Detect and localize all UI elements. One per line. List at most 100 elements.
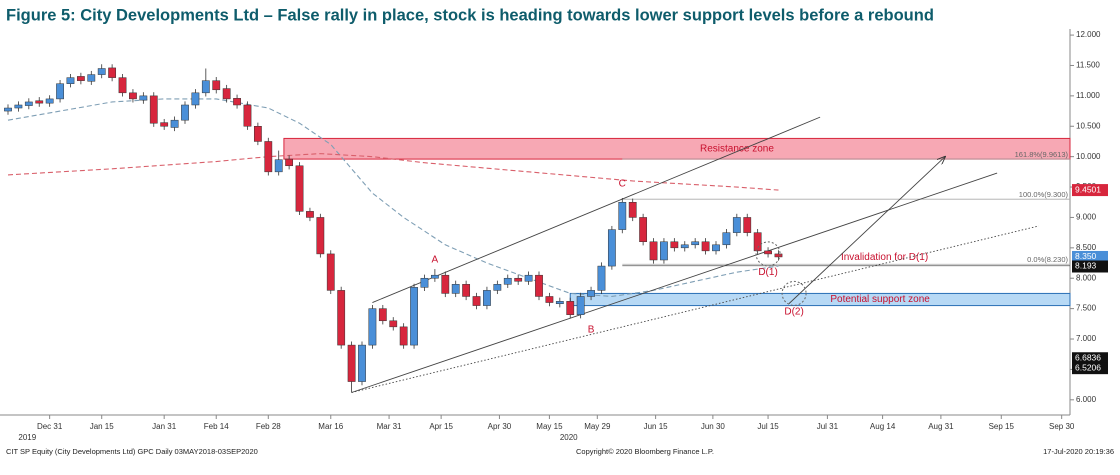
candle-body — [378, 308, 387, 322]
price-tag-label: 6.5206 — [1075, 362, 1101, 372]
candle-body — [618, 201, 627, 230]
wave-label: D(1) — [758, 267, 777, 278]
candle-body — [399, 326, 408, 346]
fib-label: 100.0%(9.300) — [1019, 190, 1069, 199]
wave-label: C — [619, 179, 626, 190]
candle-body — [108, 67, 117, 78]
year-label: 2019 — [18, 433, 36, 442]
price-tag — [1072, 250, 1108, 263]
candle-body — [295, 165, 304, 212]
candle-body — [566, 301, 575, 315]
candle-body — [462, 284, 471, 297]
candle-body — [639, 217, 648, 243]
candle-body — [160, 122, 169, 127]
moving-average — [7, 98, 779, 298]
candle-body — [233, 98, 241, 106]
candle-body — [45, 98, 54, 104]
candle-body — [722, 232, 731, 246]
candle-body — [764, 250, 772, 255]
trendline — [372, 116, 821, 303]
candle-body — [253, 126, 262, 142]
invalidation-label: Invalidation for D(1) — [841, 252, 928, 263]
zone-label: Resistance zone — [700, 143, 774, 154]
y-tick-label: 7.000 — [1076, 334, 1097, 343]
x-tick-label: Jan 15 — [90, 422, 115, 431]
candle-body — [670, 241, 679, 249]
candle-body — [170, 119, 179, 128]
candle-body — [14, 104, 23, 109]
wave-label: B — [588, 325, 595, 336]
zone-label: Potential support zone — [830, 294, 930, 305]
x-tick-label: Jun 30 — [701, 422, 726, 431]
candle-body — [389, 320, 398, 328]
candle-body — [212, 80, 221, 91]
x-tick-label: May 29 — [584, 422, 611, 431]
candle-body — [660, 241, 668, 261]
candle-body — [503, 277, 512, 285]
x-tick-label: Feb 28 — [256, 422, 281, 431]
candle-body — [430, 274, 439, 279]
candle-body — [732, 217, 741, 233]
candle-body — [472, 296, 481, 306]
candle-body — [35, 100, 44, 104]
candle-body — [347, 344, 356, 382]
candle-body — [201, 80, 210, 94]
x-tick-label: Feb 14 — [204, 422, 229, 431]
x-tick-label: Jan 31 — [152, 422, 177, 431]
wave-circle — [755, 241, 781, 267]
footer-left: CIT SP Equity (City Developments Ltd) GP… — [6, 447, 258, 456]
y-tick-label: 10.000 — [1076, 152, 1101, 161]
x-tick-label: Mar 16 — [318, 422, 343, 431]
x-tick-label: Jul 31 — [817, 422, 839, 431]
candle-body — [181, 104, 189, 121]
wave-label: A — [432, 255, 439, 266]
fib-label: 0.0%(8.230) — [1027, 255, 1068, 264]
x-tick-label: Sep 15 — [989, 422, 1015, 431]
x-tick-label: Dec 31 — [37, 422, 63, 431]
candle-body — [441, 274, 450, 294]
candle-body — [607, 229, 616, 267]
candle-body — [691, 241, 700, 246]
y-tick-label: 8.500 — [1076, 243, 1097, 252]
y-tick-label: 7.500 — [1076, 304, 1097, 313]
year-label: 2020 — [560, 433, 578, 442]
candle-body — [483, 290, 491, 306]
candle-body — [264, 141, 273, 173]
candle-body — [24, 101, 33, 106]
candle-body — [701, 241, 710, 252]
candle-body — [597, 265, 606, 291]
candle-body — [514, 277, 523, 282]
footer-right: 17-Jul-2020 20:19:36 — [1043, 447, 1114, 456]
wave-circle — [781, 280, 807, 306]
candle-body — [535, 274, 543, 297]
candle-body — [493, 284, 502, 291]
candle-body — [274, 159, 283, 173]
zone — [569, 292, 1071, 307]
candle-body — [306, 211, 314, 218]
price-tag-label: 9.4501 — [1075, 184, 1101, 194]
price-tag-label: 8.350 — [1075, 251, 1097, 261]
candle-body — [76, 76, 85, 81]
trendline — [351, 172, 998, 393]
x-tick-label: Jul 15 — [757, 422, 779, 431]
candle-body — [545, 296, 554, 303]
candle-body — [66, 77, 75, 84]
candle-body — [326, 253, 335, 291]
candle-body — [316, 217, 325, 255]
price-tag — [1072, 362, 1108, 375]
candle-body — [524, 274, 533, 282]
y-tick-label: 11.000 — [1076, 91, 1100, 100]
candle-body — [451, 284, 460, 294]
x-tick-label: Aug 14 — [870, 422, 896, 431]
candle-body — [87, 74, 96, 82]
candle-body — [649, 241, 658, 261]
candle-body — [420, 277, 429, 288]
x-tick-label: May 15 — [536, 422, 563, 431]
candle-body — [4, 107, 12, 112]
trendline — [351, 225, 1039, 393]
price-tag-label: 6.6836 — [1075, 352, 1101, 362]
candle-body — [555, 301, 564, 305]
x-tick-label: Apr 30 — [488, 422, 512, 431]
x-tick-label: Sep 30 — [1049, 422, 1075, 431]
